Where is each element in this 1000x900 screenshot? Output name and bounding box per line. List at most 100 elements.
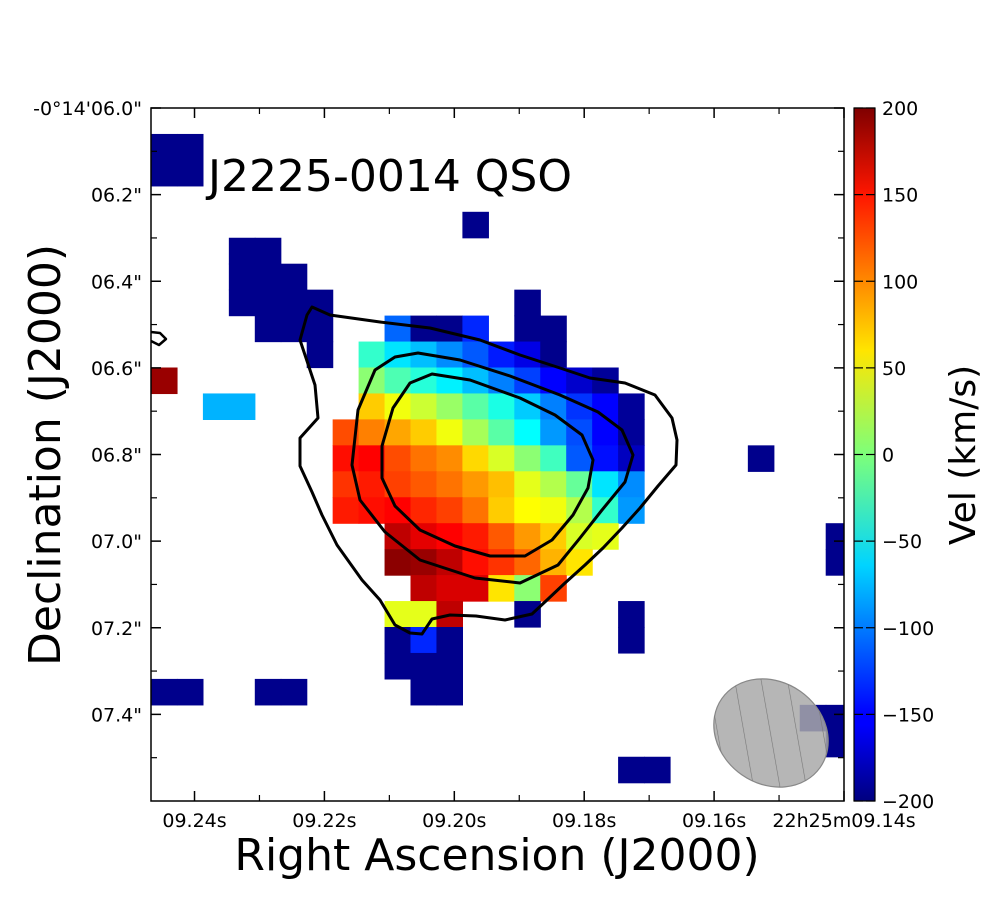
velocity-pixel	[254, 315, 282, 343]
velocity-pixel	[644, 756, 671, 784]
x-tick-label: 09.16s	[682, 810, 746, 832]
x-tick-label: 09.24s	[162, 810, 226, 832]
velocity-pixel	[228, 263, 256, 291]
velocity-pixel	[462, 471, 489, 498]
velocity-pixel	[488, 471, 515, 498]
velocity-pixel	[462, 211, 489, 239]
x-axis-label: Right Ascension (J2000)	[234, 830, 759, 881]
colorbar-tick-label: 100	[882, 271, 918, 293]
velocity-pixel	[280, 678, 308, 706]
velocity-pixel	[176, 678, 204, 706]
velocity-pixel	[228, 237, 256, 265]
velocity-pixel	[514, 471, 541, 498]
velocity-pixel	[436, 419, 463, 446]
velocity-pixel	[410, 445, 438, 472]
x-tick-label: 09.18s	[552, 810, 616, 832]
y-tick-label: 06.4"	[91, 271, 142, 293]
x-tick-label: 22h25m09.14s	[772, 810, 915, 832]
velocity-pixel	[618, 393, 645, 420]
y-axis-label: Declination (J2000)	[20, 244, 71, 666]
velocity-pixel	[436, 652, 463, 680]
velocity-pixel	[410, 652, 438, 680]
velocity-pixel	[592, 393, 619, 420]
contour-middle	[350, 351, 635, 585]
velocity-pixel	[306, 315, 334, 343]
velocity-pixel	[436, 523, 463, 550]
velocity-pixel	[358, 341, 386, 369]
velocity-pixel	[176, 159, 204, 187]
velocity-pixel	[436, 497, 463, 524]
velocity-pixel	[618, 756, 645, 784]
velocity-pixel	[462, 445, 489, 472]
velocity-pixel	[202, 393, 230, 420]
velocity-pixel	[514, 419, 541, 446]
colorbar-tick-label: 0	[882, 445, 894, 467]
velocity-pixel	[410, 575, 438, 602]
velocity-pixel	[514, 523, 541, 550]
velocity-pixel	[488, 497, 515, 524]
velocity-pixel	[280, 263, 308, 291]
x-tick-label: 09.20s	[422, 810, 486, 832]
colorbar-tick-label: 150	[882, 185, 918, 207]
velocity-pixel	[488, 523, 515, 550]
velocity-pixel	[592, 445, 619, 472]
colorbar-label: Vel (km/s)	[943, 365, 984, 545]
velocity-pixel	[462, 523, 489, 550]
velocity-pixel	[436, 445, 463, 472]
contour-inner	[380, 372, 595, 558]
x-tick-label: 09.22s	[292, 810, 356, 832]
y-tick-label: 06.8"	[91, 445, 142, 467]
velocity-pixel	[384, 652, 412, 680]
y-tick-label: 06.6"	[91, 358, 142, 380]
velocity-pixel	[384, 549, 412, 576]
velocity-pixel	[436, 367, 463, 395]
velocity-pixel	[410, 419, 438, 446]
y-tick-label: 07.0"	[91, 531, 142, 553]
velocity-pixel	[462, 497, 489, 524]
velocity-pixel	[176, 133, 204, 161]
velocity-pixel	[540, 315, 567, 343]
velocity-pixel	[436, 315, 463, 343]
velocity-pixel	[436, 678, 463, 706]
y-tick-label: -0°14'06.0"	[33, 98, 142, 120]
velocity-pixel	[306, 341, 334, 369]
velocity-pixel	[228, 289, 256, 317]
x-axis-ticks: 09.24s 09.22s 09.20s 09.18s 09.16s 22h25m09.1…	[162, 108, 916, 832]
velocity-pixel	[436, 471, 463, 498]
velocity-pixel	[254, 237, 282, 265]
flux-contours	[150, 305, 679, 636]
velocity-pixel	[410, 601, 438, 628]
velocity-pixel	[540, 497, 567, 524]
velocity-pixel	[488, 393, 515, 420]
velocity-pixel	[618, 627, 645, 654]
velocity-pixel	[488, 445, 515, 472]
colorbar-tick-label: 50	[882, 358, 906, 380]
velocity-pixel	[151, 678, 178, 706]
velocity-pixel	[436, 341, 463, 369]
velocity-pixel	[514, 445, 541, 472]
velocity-pixel	[540, 419, 567, 446]
velocity-pixel	[410, 678, 438, 706]
velocity-pixel	[436, 393, 463, 420]
y-tick-label: 07.2"	[91, 618, 142, 640]
velocity-pixel	[540, 575, 567, 602]
chart-title: J2225-0014 QSO	[205, 151, 572, 202]
colorbar-tick-label: −50	[882, 531, 922, 553]
velocity-pixel	[488, 549, 515, 576]
velocity-pixel	[436, 575, 463, 602]
velocity-pixel	[462, 419, 489, 446]
velocity-pixel	[514, 497, 541, 524]
colorbar-tick-label: −150	[882, 704, 934, 726]
velocity-pixel	[254, 289, 282, 317]
velocity-pixel	[280, 289, 308, 317]
velocity-pixel	[306, 289, 334, 317]
velocity-pixel	[514, 315, 541, 343]
velocity-pixel	[825, 523, 844, 550]
velocity-pixel	[358, 419, 386, 446]
velocity-pixel	[825, 730, 844, 758]
velocity-pixel	[436, 627, 463, 654]
velocity-pixel	[254, 678, 282, 706]
velocity-pixel	[151, 133, 178, 161]
velocity-pixel	[514, 367, 541, 395]
velocity-pixel	[488, 419, 515, 446]
